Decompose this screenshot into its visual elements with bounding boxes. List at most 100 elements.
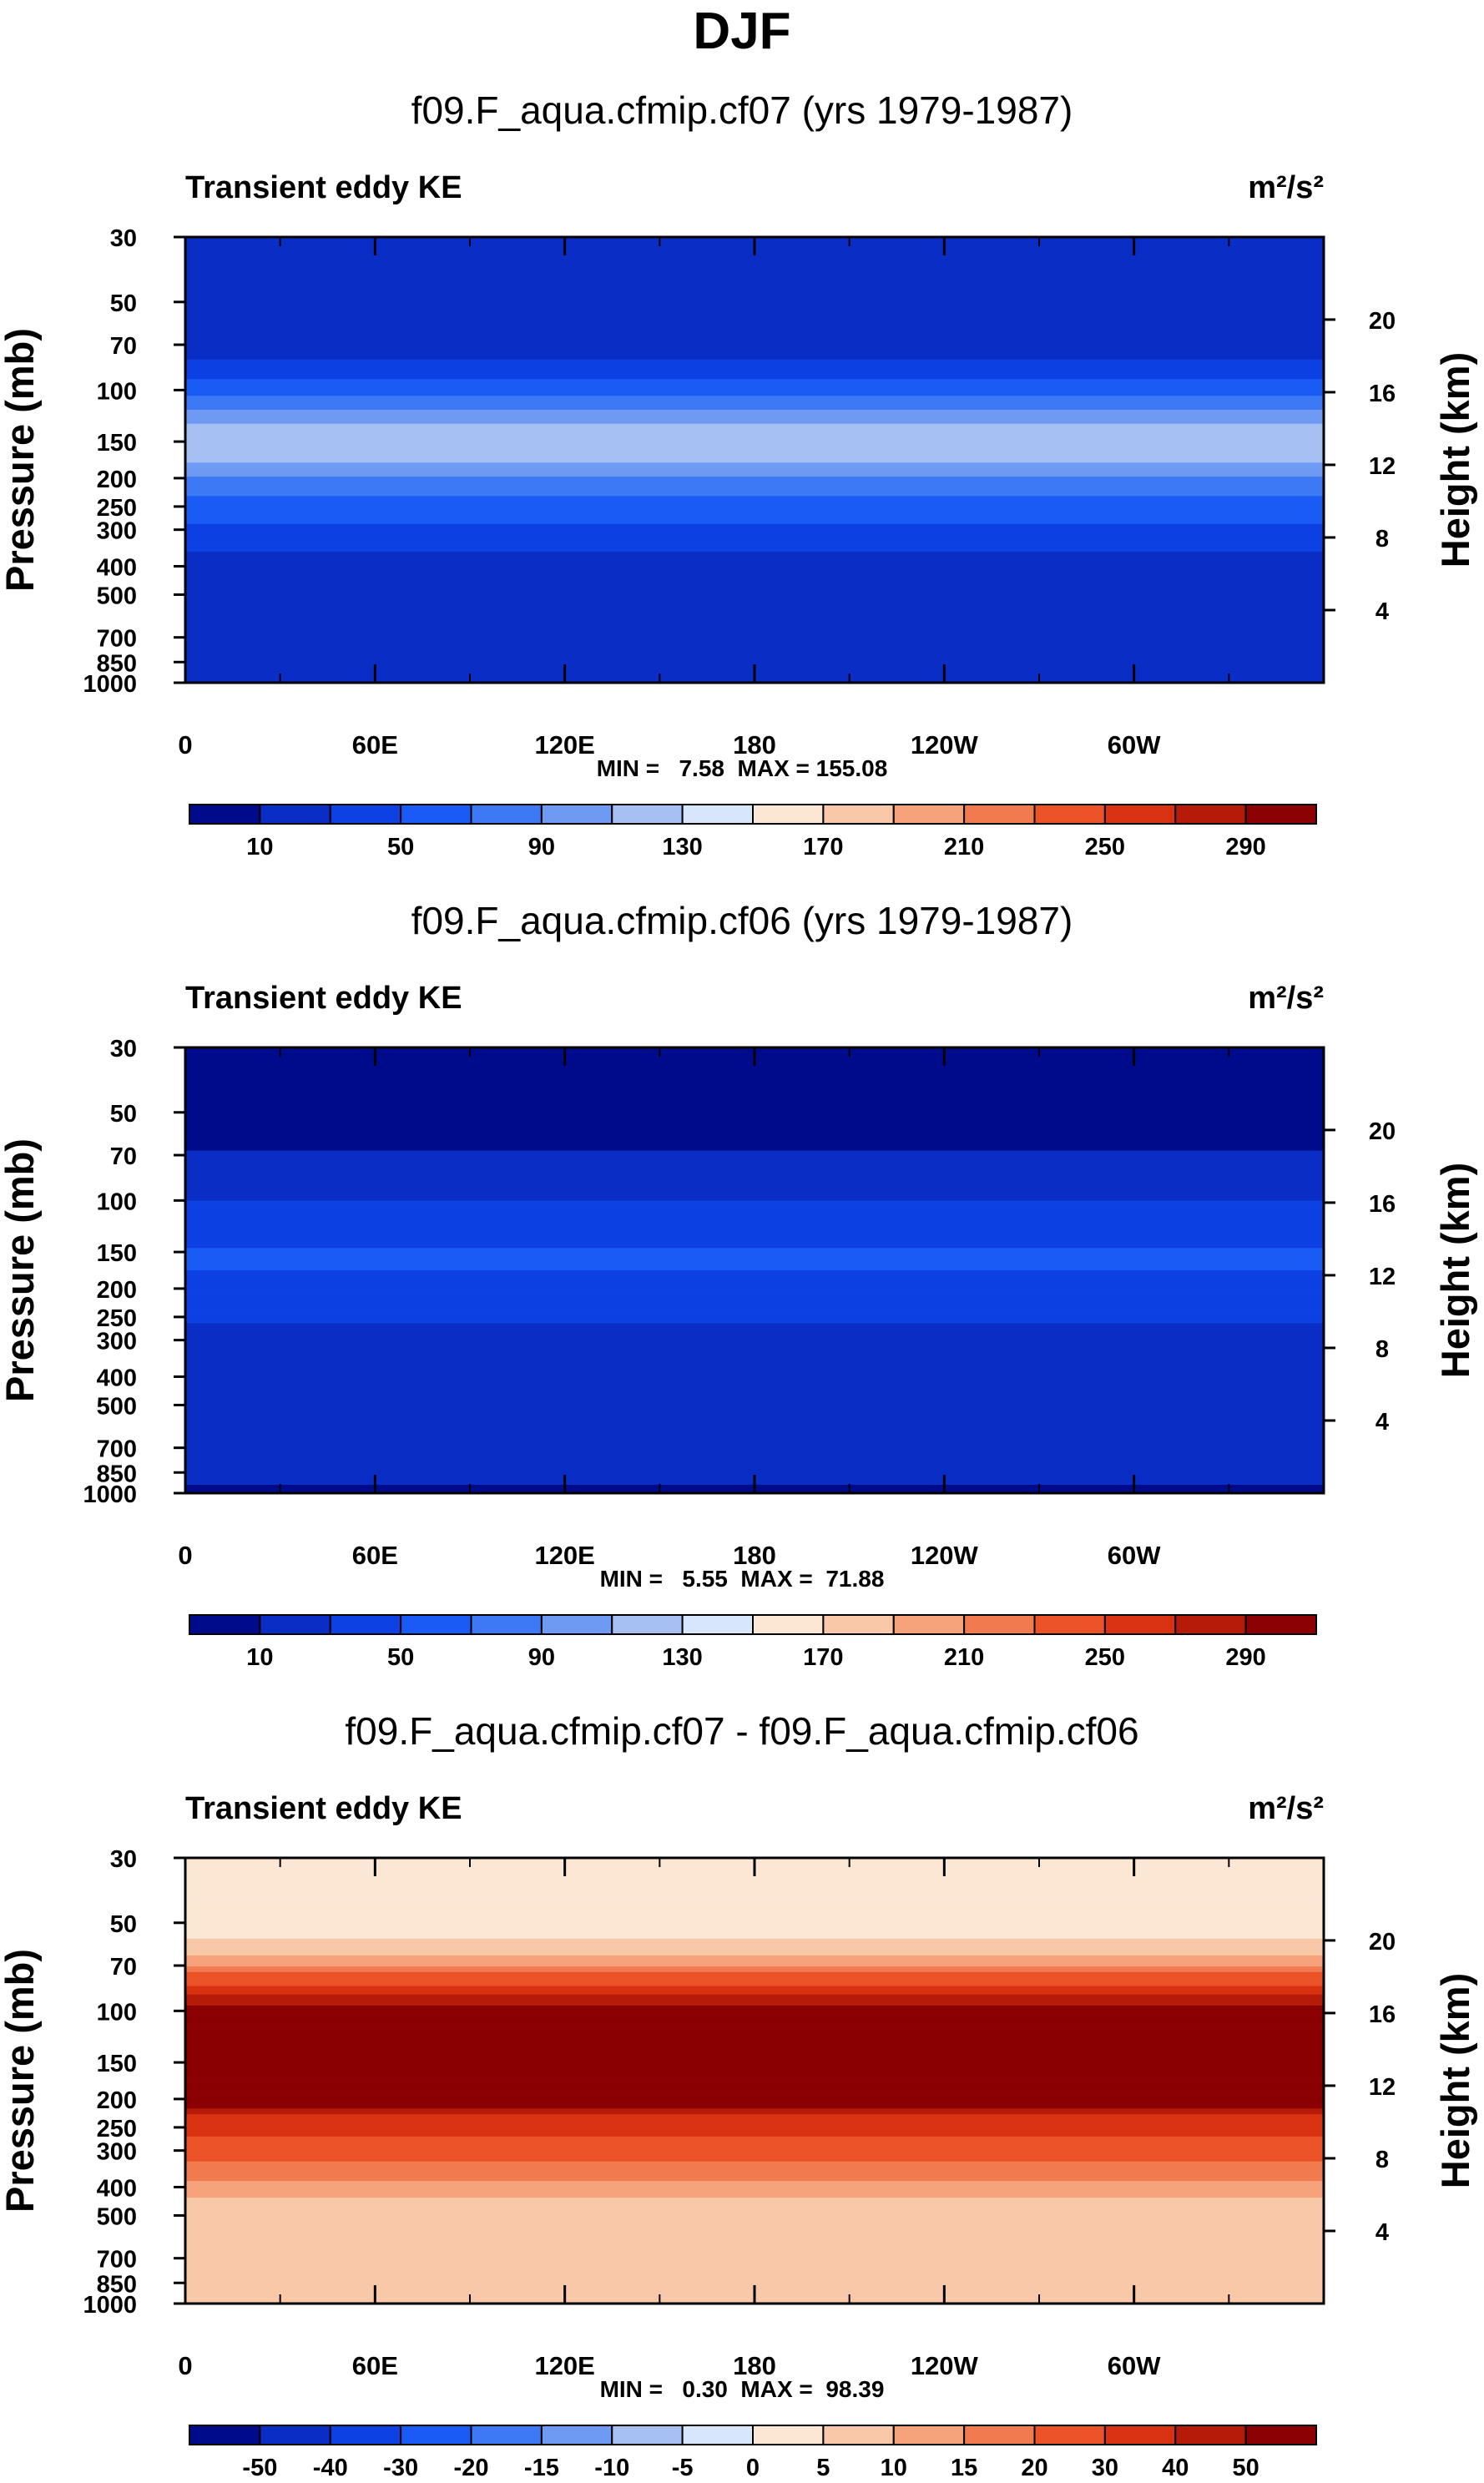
y2-tick-label: 4 bbox=[1375, 2219, 1389, 2246]
colorbar-label: 170 bbox=[803, 834, 843, 860]
contour-band bbox=[185, 2061, 1324, 2065]
colorbar-swatch bbox=[1103, 804, 1177, 825]
contour-band bbox=[185, 2072, 1324, 2076]
colorbar: 10 50 90 130 170 210 250 290 bbox=[189, 1614, 1317, 1671]
contour-band bbox=[185, 1994, 1324, 1998]
contour-band bbox=[185, 1367, 1324, 1371]
contour-band bbox=[185, 1323, 1324, 1327]
contour-band bbox=[185, 504, 1324, 508]
contour-band bbox=[185, 2027, 1324, 2031]
contour-band bbox=[185, 2173, 1324, 2177]
y-tick-label: 150 bbox=[97, 1240, 137, 1267]
contour-band bbox=[185, 1284, 1324, 1288]
contour-band bbox=[185, 2086, 1324, 2090]
contour-band bbox=[185, 657, 1324, 661]
contour-band bbox=[185, 1086, 1324, 1090]
contour-band bbox=[185, 2273, 1324, 2277]
colorbar-swatch bbox=[470, 1614, 543, 1635]
colorbar-swatch bbox=[963, 1614, 1036, 1635]
contour-band bbox=[185, 2021, 1324, 2026]
contour-band bbox=[185, 2156, 1324, 2160]
contour-band bbox=[185, 1289, 1324, 1294]
y-tick-label: 500 bbox=[97, 583, 137, 609]
colorbar-swatch bbox=[963, 804, 1036, 825]
colorbar-swatch bbox=[470, 2425, 543, 2445]
contour-band bbox=[185, 331, 1324, 336]
contour-band bbox=[185, 1128, 1324, 1132]
contour-band bbox=[185, 1300, 1324, 1305]
contour-band bbox=[185, 613, 1324, 617]
contour-band bbox=[185, 300, 1324, 305]
contour-band bbox=[185, 1342, 1324, 1346]
contour-band bbox=[185, 621, 1324, 625]
contour-band bbox=[185, 1421, 1324, 1425]
contour-band bbox=[185, 1365, 1324, 1369]
y-tick-label: 30 bbox=[110, 1846, 137, 1873]
contour-band bbox=[185, 2186, 1324, 2190]
contour-band bbox=[185, 1189, 1324, 1194]
contour-band bbox=[185, 2281, 1324, 2285]
colorbar-swatch bbox=[1174, 2425, 1247, 2445]
contour-band bbox=[185, 2164, 1324, 2168]
contour-band bbox=[185, 279, 1324, 282]
y-tick-label: 250 bbox=[97, 1305, 137, 1332]
contour-band bbox=[185, 1379, 1324, 1383]
contour-band bbox=[185, 615, 1324, 619]
colorbar-label: -30 bbox=[383, 2455, 418, 2481]
contour-band bbox=[185, 1264, 1324, 1269]
colorbar-label: -50 bbox=[242, 2455, 277, 2481]
y-tick-label: 250 bbox=[97, 2116, 137, 2142]
colorbar-swatch bbox=[681, 2425, 754, 2445]
contour-band bbox=[185, 1175, 1324, 1179]
colorbar-swatch bbox=[1244, 2425, 1317, 2445]
colorbar: 10 50 90 130 170 210 250 290 bbox=[189, 804, 1317, 860]
contour-band bbox=[185, 1465, 1324, 1469]
x-tick-label: 60E bbox=[352, 2351, 398, 2380]
contour-band bbox=[185, 654, 1324, 659]
colorbar-swatch bbox=[1174, 1614, 1247, 1635]
y-tick-label: 400 bbox=[97, 2175, 137, 2202]
contour-band bbox=[185, 1164, 1324, 1168]
contour-band bbox=[185, 485, 1324, 488]
colorbar-label: 250 bbox=[1085, 834, 1125, 860]
contour-band bbox=[185, 1373, 1324, 1377]
contour-band bbox=[185, 646, 1324, 650]
colorbar-swatch bbox=[892, 1614, 966, 1635]
contour-band bbox=[185, 401, 1324, 405]
min-max-stats: MIN = 0.30 MAX = 98.39 bbox=[600, 2376, 885, 2402]
contour-band bbox=[185, 2275, 1324, 2279]
contour-band bbox=[185, 1925, 1324, 1929]
colorbar-swatch bbox=[1103, 1614, 1177, 1635]
contour-band bbox=[185, 2114, 1324, 2117]
contour-band bbox=[185, 2000, 1324, 2004]
y-tick-label: 150 bbox=[97, 2051, 137, 2077]
y-tick-label: 850 bbox=[97, 650, 137, 677]
contour-band bbox=[185, 643, 1324, 648]
contour-band bbox=[185, 2058, 1324, 2062]
colorbar-label: 250 bbox=[1085, 1644, 1125, 1671]
contour-band bbox=[185, 1256, 1324, 1260]
contour-band bbox=[185, 2248, 1324, 2252]
contour-band bbox=[185, 2033, 1324, 2037]
y2-tick-label: 4 bbox=[1375, 598, 1389, 625]
contour-band bbox=[185, 507, 1324, 511]
contour-band bbox=[185, 1131, 1324, 1135]
contour-band bbox=[185, 1069, 1324, 1073]
contour-band bbox=[185, 2152, 1324, 2157]
contour-band bbox=[185, 590, 1324, 594]
contour-band bbox=[185, 2253, 1324, 2257]
contour-band bbox=[185, 1930, 1324, 1934]
contour-band bbox=[185, 1148, 1324, 1152]
y-tick-label: 400 bbox=[97, 554, 137, 581]
contour-band bbox=[185, 502, 1324, 505]
contour-band bbox=[185, 623, 1324, 628]
contour-band bbox=[185, 2258, 1324, 2263]
colorbar-label: 20 bbox=[1021, 2455, 1047, 2481]
contour-band bbox=[185, 1921, 1324, 1925]
y-tick-label: 30 bbox=[110, 1036, 137, 1062]
contour-band bbox=[185, 602, 1324, 606]
contour-band bbox=[185, 457, 1324, 461]
contour-band bbox=[185, 1103, 1324, 1107]
contour-band bbox=[185, 1456, 1324, 1461]
colorbar-swatch bbox=[1033, 2425, 1106, 2445]
